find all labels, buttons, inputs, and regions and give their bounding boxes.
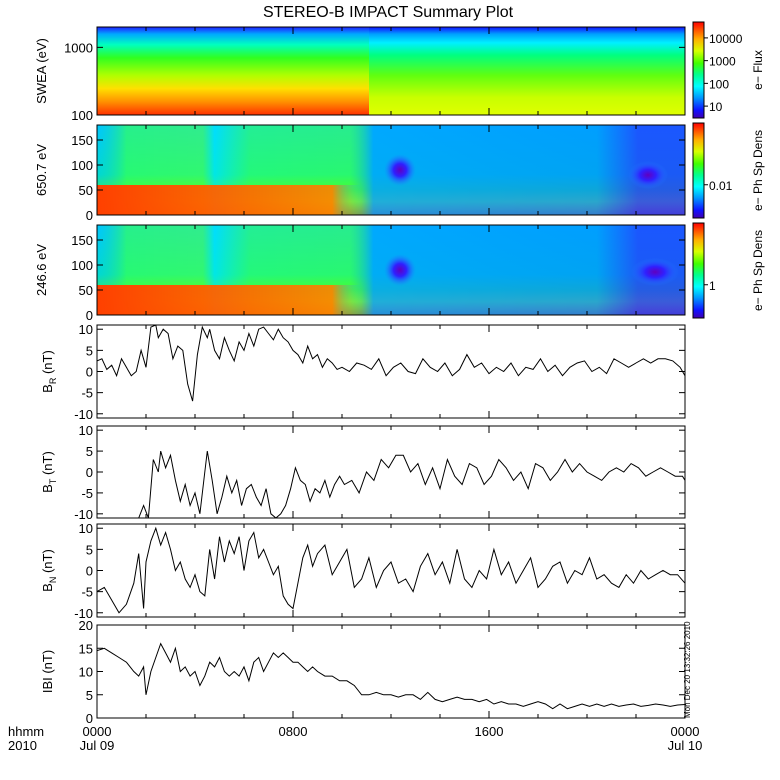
colorbar-pad650 [692,122,705,219]
BT-ylabel: BT (nT) [40,451,58,493]
pad650-ytick-label: 150 [71,133,93,148]
x-tick-date: Jul 09 [80,738,115,753]
BN-panel-frame [96,523,686,618]
pad246-heatmap-bottom [97,285,685,315]
BT-panel-frame [96,425,686,519]
B-ytick-label: 20 [79,618,93,633]
BT-ytick-label: -5 [81,486,93,501]
pad246-blob-2 [631,258,679,286]
B-ylabel-main: IBI [40,677,55,693]
BR-ytick-label: 10 [79,322,93,337]
swea-colorbar-tick-label: 100 [709,77,729,91]
B-panel-frame [96,624,686,719]
BN-series-line [97,526,685,614]
colorbar-flux [692,21,705,119]
BT-ylabel-sub: T [48,478,58,484]
pad246-ytick-label: 50 [79,283,93,298]
pad246-panel [96,224,686,316]
swea-ylabel: SWEA (eV) [34,38,49,104]
BR-ylabel-sub: R [48,377,58,384]
BN-ylabel-sub: N [48,577,58,584]
B-ytick-label: 10 [79,665,93,680]
BT-ylabel-main: B [40,484,55,493]
swea-ytick-label: 1000 [64,40,93,55]
B-ytick-label: 15 [79,641,93,656]
BR-ylabel-unit: (nT) [40,350,55,377]
pad650-panel [96,124,686,216]
swea-heatmap-right [369,27,685,115]
pad246-ytick-label: 100 [71,258,93,273]
plot-title: STEREO-B IMPACT Summary Plot [263,4,514,21]
swea-ytick-label: 100 [71,108,93,123]
pad246-blob-1 [384,254,416,286]
BN-ylabel-unit: (nT) [40,549,55,576]
B-ylabel: IBI (nT) [40,650,55,693]
swea-colorbar-tick-label: 1000 [709,55,736,69]
colorbar-pad246 [692,222,705,319]
pad650-colorbar-tick-label: 0.01 [709,179,733,193]
pad650-colorbar-label: e− Ph Sp Dens [751,130,765,211]
pad246-colorbar-label: e− Ph Sp Dens [751,230,765,311]
pad246-ytick-label: 150 [71,233,93,248]
pad246-ytick-label: 0 [86,308,93,323]
x-axis-unit-label: hhmm [8,724,44,739]
swea-heatmap-left [97,27,369,115]
BR-ytick-label: -5 [81,386,93,401]
pad650-ylabel: 650.7 eV [34,144,49,196]
x-tick-date: Jul 10 [668,738,703,753]
BT-ytick-label: -10 [74,507,93,522]
pad650-ytick-label: 0 [86,208,93,223]
x-tick-label: 0800 [279,724,308,739]
pad246-ylabel: 246.6 eV [34,244,49,296]
BR-ytick-label: 5 [86,343,93,358]
plot-timestamp: Mon Dec 20 13:32:26 2010 [683,621,692,718]
swea-colorbar-tick-label: 10 [709,100,723,114]
BN-ytick-label: -10 [74,606,93,621]
swea-colorbar-label: e− Flux [751,50,765,90]
x-tick-label: 0000 [83,724,112,739]
B-ylabel-unit: (nT) [40,650,55,677]
swea-panel [96,26,686,116]
BR-ylabel: BR (nT) [40,350,58,393]
pad650-ytick-label: 100 [71,158,93,173]
colorbar-pad650-bar [692,122,705,219]
B-series-line [97,642,685,710]
BR-ytick-label: -10 [74,407,93,422]
BR-ytick-label: 0 [86,365,93,380]
pad650-heatmap-bottom [97,185,685,215]
swea-colorbar-tick-label: 10000 [709,32,743,46]
BN-ylabel: BN (nT) [40,549,58,592]
BN-ytick-label: -5 [81,585,93,600]
x-axis-year-label: 2010 [8,738,37,753]
pad650-ytick-label: 50 [79,183,93,198]
BN-ytick-label: 10 [79,521,93,536]
B-ytick-label: 5 [86,688,93,703]
colorbar-pad246-bar [692,222,705,319]
x-tick-label: 1600 [475,724,504,739]
BT-ytick-label: 0 [86,465,93,480]
BT-ytick-label: 10 [79,423,93,438]
BT-ylabel-unit: (nT) [40,451,55,478]
BR-panel-frame [96,324,686,419]
pad246-colorbar-tick-label: 1 [709,279,716,293]
x-tick-label: 0000 [671,724,700,739]
B-ytick-label: 0 [86,711,93,726]
pad650-blob-1 [384,154,416,186]
BR-ylabel-main: B [40,384,55,393]
BN-ytick-label: 5 [86,542,93,557]
BT-ytick-label: 5 [86,444,93,459]
pad650-blob-2 [628,161,668,189]
BT-series-line [138,450,685,518]
BR-series-line [97,325,685,402]
BN-ylabel-main: B [40,583,55,592]
BN-ytick-label: 0 [86,564,93,579]
colorbar-flux-bar [692,21,705,119]
